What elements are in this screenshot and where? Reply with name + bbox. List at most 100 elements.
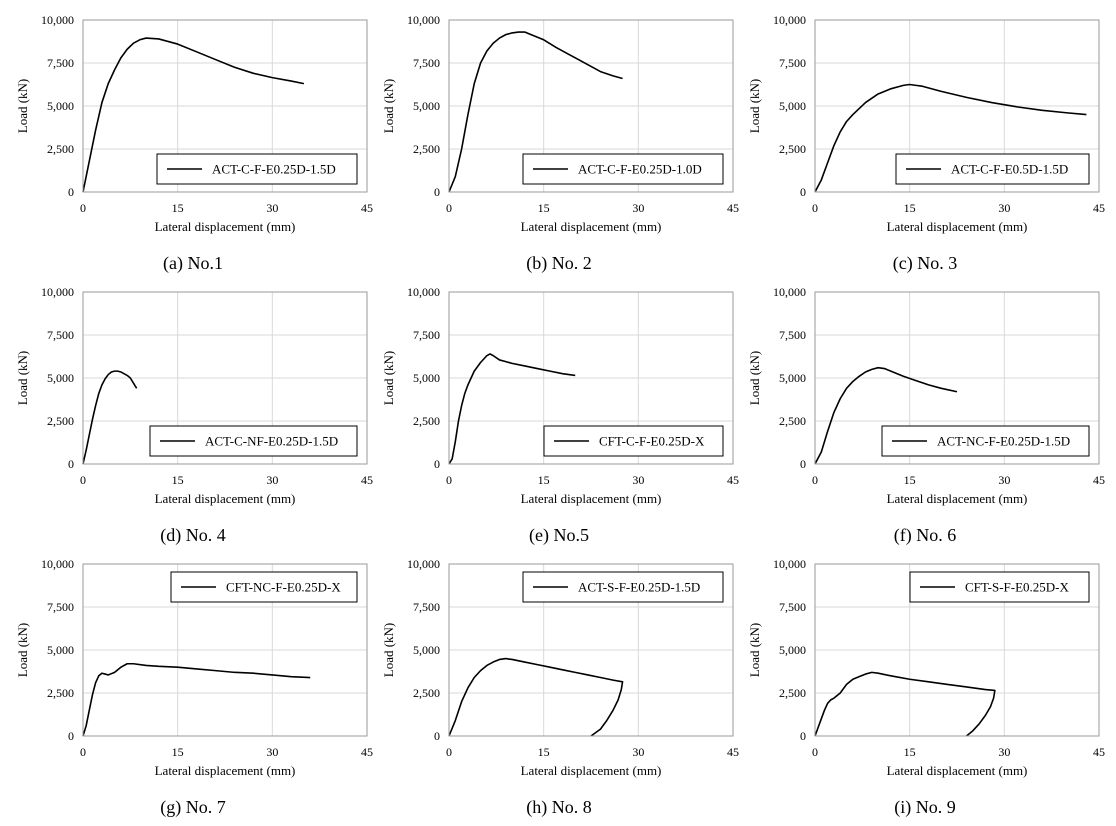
plot-frame	[814, 291, 1100, 465]
plot-frame	[814, 19, 1100, 193]
y-tick-label: 7,500	[47, 600, 74, 614]
ylabel: Load (kN)	[381, 623, 396, 678]
x-tick-label: 45	[361, 201, 373, 215]
x-tick-label: 15	[904, 201, 916, 215]
y-tick-label: 2,500	[413, 414, 440, 428]
y-tick-label: 5,000	[413, 371, 440, 385]
panel-h: 0 2,500 5,000 7,500 10,000 0 15 30 45 Load (kN)…	[381, 557, 739, 818]
legend-label: ACT-C-F-E0.25D-1.5D	[212, 162, 336, 177]
x-tick-label: 15	[172, 473, 184, 487]
y-tick-label: 0	[800, 457, 806, 471]
xlabel: Lateral displacement (mm)	[155, 491, 296, 506]
y-tick-label: 10,000	[41, 285, 74, 299]
series-line	[448, 353, 576, 465]
x-tick-label: 30	[632, 473, 644, 487]
x-tick-label: 15	[538, 201, 550, 215]
y-tick-label: 0	[68, 729, 74, 743]
series-line	[814, 366, 958, 465]
xlabel: Lateral displacement (mm)	[887, 763, 1028, 778]
plot-frame	[448, 563, 734, 737]
y-tick-label: 10,000	[773, 13, 806, 27]
y-tick-label: 7,500	[47, 328, 74, 342]
x-tick-label: 45	[361, 745, 373, 759]
y-tick-label: 2,500	[779, 414, 806, 428]
y-tick-label: 7,500	[779, 600, 806, 614]
caption: (b) No. 2	[526, 253, 592, 274]
x-tick-label: 30	[998, 201, 1010, 215]
panel-b: 0 2,500 5,000 7,500 10,000 0 15 30 45 Load (kN)…	[381, 13, 739, 274]
y-tick-label: 7,500	[413, 600, 440, 614]
panel-a: 0 2,500 5,000 7,500 10,000 0 15 30 45 Load (kN)…	[15, 13, 373, 274]
x-tick-label: 30	[998, 745, 1010, 759]
x-tick-label: 30	[632, 745, 644, 759]
x-tick-label: 0	[446, 745, 452, 759]
legend-label: CFT-C-F-E0.25D-X	[599, 434, 705, 449]
y-tick-label: 0	[800, 185, 806, 199]
y-tick-label: 7,500	[779, 56, 806, 70]
y-tick-label: 10,000	[41, 557, 74, 571]
ylabel: Load (kN)	[747, 623, 762, 678]
ylabel: Load (kN)	[747, 351, 762, 406]
y-tick-label: 2,500	[413, 142, 440, 156]
y-tick-label: 2,500	[413, 686, 440, 700]
xlabel: Lateral displacement (mm)	[155, 763, 296, 778]
ylabel: Load (kN)	[15, 79, 30, 134]
y-tick-label: 0	[434, 457, 440, 471]
x-tick-label: 15	[538, 745, 550, 759]
plot-frame	[448, 19, 734, 193]
x-tick-label: 45	[727, 473, 739, 487]
x-tick-label: 15	[172, 201, 184, 215]
caption: (a) No.1	[163, 253, 223, 274]
y-tick-label: 2,500	[47, 686, 74, 700]
x-tick-label: 0	[80, 473, 86, 487]
y-tick-label: 0	[68, 457, 74, 471]
panel-c: 0 2,500 5,000 7,500 10,000 0 15 30 45 Load (kN)…	[747, 13, 1105, 274]
legend-label: ACT-C-F-E0.5D-1.5D	[951, 162, 1068, 177]
y-tick-label: 2,500	[779, 142, 806, 156]
x-tick-label: 15	[538, 473, 550, 487]
y-tick-label: 7,500	[47, 56, 74, 70]
panel-f: 0 2,500 5,000 7,500 10,000 0 15 30 45 Load (kN)…	[747, 285, 1105, 546]
y-tick-label: 10,000	[407, 285, 440, 299]
x-tick-label: 15	[904, 745, 916, 759]
xlabel: Lateral displacement (mm)	[887, 491, 1028, 506]
x-tick-label: 0	[812, 745, 818, 759]
y-tick-label: 2,500	[47, 414, 74, 428]
x-tick-label: 15	[172, 745, 184, 759]
ylabel: Load (kN)	[15, 351, 30, 406]
xlabel: Lateral displacement (mm)	[521, 219, 662, 234]
xlabel: Lateral displacement (mm)	[155, 219, 296, 234]
legend-label: CFT-NC-F-E0.25D-X	[226, 580, 341, 595]
x-tick-label: 30	[266, 201, 278, 215]
ylabel: Load (kN)	[381, 79, 396, 134]
caption: (e) No.5	[529, 525, 589, 546]
series-line	[448, 31, 623, 193]
legend-label: ACT-C-NF-E0.25D-1.5D	[205, 434, 338, 449]
caption: (c) No. 3	[893, 253, 957, 274]
legend-label: ACT-NC-F-E0.25D-1.5D	[937, 434, 1070, 449]
plot-frame	[814, 563, 1100, 737]
caption: (h) No. 8	[526, 797, 592, 818]
x-tick-label: 45	[361, 473, 373, 487]
series-line	[814, 671, 996, 737]
x-tick-label: 45	[727, 745, 739, 759]
y-tick-label: 5,000	[47, 371, 74, 385]
panel-i: 0 2,500 5,000 7,500 10,000 0 15 30 45 Load (kN)…	[747, 557, 1105, 818]
panel-d: 0 2,500 5,000 7,500 10,000 0 15 30 45 Load (kN)…	[15, 285, 373, 546]
y-tick-label: 5,000	[779, 371, 806, 385]
x-tick-label: 45	[1093, 201, 1105, 215]
x-tick-label: 45	[727, 201, 739, 215]
series-line	[82, 370, 138, 465]
x-tick-label: 30	[266, 473, 278, 487]
x-tick-label: 30	[998, 473, 1010, 487]
series-line	[82, 37, 305, 193]
xlabel: Lateral displacement (mm)	[521, 491, 662, 506]
legend-label: ACT-S-F-E0.25D-1.5D	[578, 580, 700, 595]
x-tick-label: 45	[1093, 473, 1105, 487]
x-tick-label: 0	[446, 473, 452, 487]
panel-g: 0 2,500 5,000 7,500 10,000 0 15 30 45 Load (kN)…	[15, 557, 373, 818]
y-tick-label: 7,500	[413, 328, 440, 342]
x-tick-label: 45	[1093, 745, 1105, 759]
ylabel: Load (kN)	[15, 623, 30, 678]
